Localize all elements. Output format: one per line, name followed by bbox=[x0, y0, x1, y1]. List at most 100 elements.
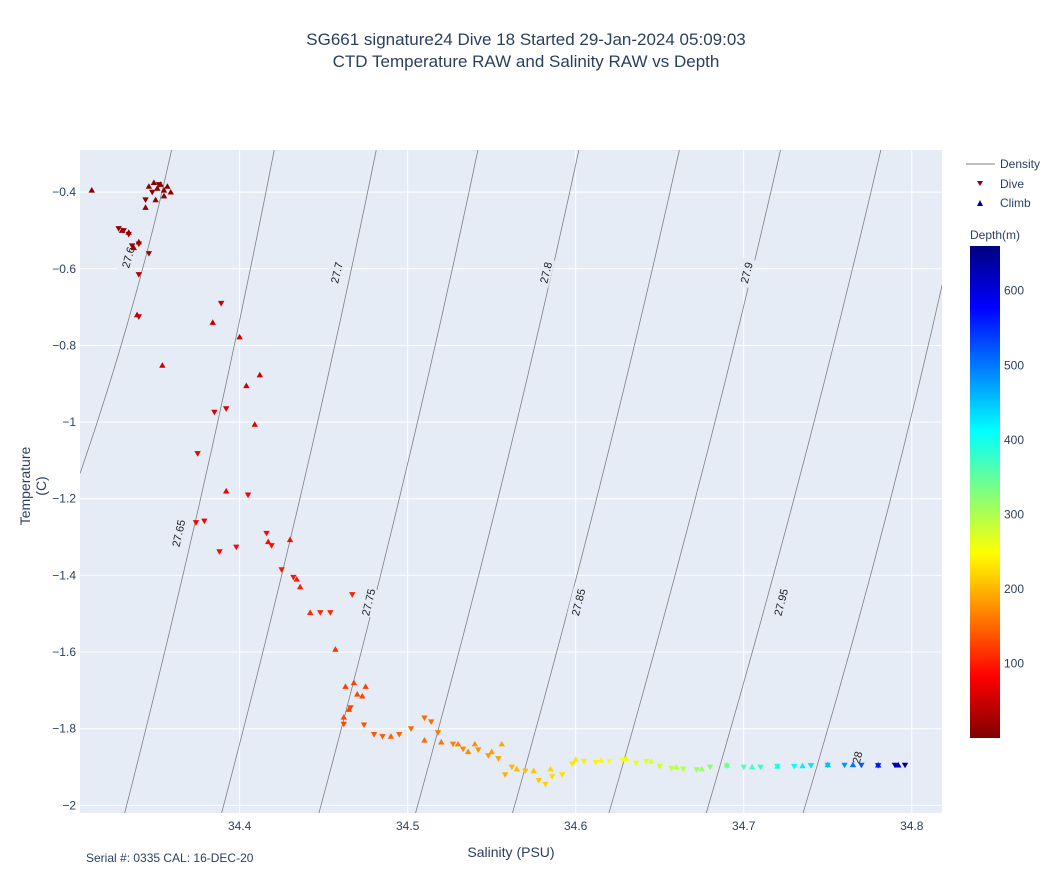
climb-point bbox=[125, 229, 132, 235]
colorbar-tick-label: 500 bbox=[1004, 358, 1024, 372]
dive-point bbox=[407, 726, 415, 732]
climb-point bbox=[698, 765, 705, 772]
y-tick-label: −1.6 bbox=[52, 645, 76, 659]
climb-point bbox=[243, 382, 250, 389]
dive-point bbox=[317, 610, 324, 616]
x-tick-label: 34.5 bbox=[396, 819, 420, 833]
dive-point bbox=[740, 764, 747, 771]
dive-point bbox=[421, 715, 428, 722]
climb-point bbox=[293, 576, 300, 582]
dive-point bbox=[349, 592, 356, 598]
climb-point bbox=[332, 646, 339, 652]
dive-point bbox=[145, 251, 153, 257]
climb-point bbox=[748, 763, 756, 770]
svg-text:27.65: 27.65 bbox=[171, 519, 189, 548]
dive-point bbox=[201, 518, 208, 525]
dive-point bbox=[211, 409, 218, 416]
dive-point bbox=[370, 732, 378, 738]
climb-point bbox=[471, 740, 479, 747]
svg-text:27.8: 27.8 bbox=[538, 261, 555, 285]
climb-point bbox=[350, 679, 358, 686]
legend-dive-swatch bbox=[977, 181, 983, 186]
legend-density-label[interactable]: Density bbox=[1000, 157, 1040, 171]
colorbar-tick-labels: 100 200 300 400 500 600 bbox=[1004, 284, 1024, 671]
dive-point bbox=[606, 758, 613, 765]
dive-point bbox=[901, 762, 909, 769]
dive-point bbox=[680, 766, 687, 773]
climb-point bbox=[774, 763, 781, 769]
dive-point bbox=[217, 300, 225, 307]
climb-point bbox=[251, 421, 258, 427]
dive-point bbox=[263, 530, 270, 537]
climb-point bbox=[849, 761, 857, 768]
x-axis-label: Salinity (PSU) bbox=[467, 844, 555, 860]
colorbar-title: Depth(m) bbox=[970, 228, 1021, 242]
climb-point bbox=[387, 733, 395, 739]
dive-point bbox=[434, 730, 442, 736]
dive-point bbox=[501, 772, 509, 778]
dive-point bbox=[278, 567, 285, 573]
climb-point bbox=[547, 765, 554, 772]
density-contour-line bbox=[705, 150, 882, 813]
dive-point bbox=[327, 610, 334, 616]
density-contour-line bbox=[124, 150, 275, 813]
svg-text:27.9: 27.9 bbox=[739, 261, 756, 285]
climb-point bbox=[723, 761, 731, 768]
dive-point bbox=[656, 763, 663, 770]
colorbar bbox=[970, 246, 1000, 738]
climb-point bbox=[133, 311, 141, 318]
climb-point bbox=[345, 706, 353, 712]
density-contour-line bbox=[415, 150, 580, 813]
legend-climb-label[interactable]: Climb bbox=[1000, 196, 1031, 210]
climb-point bbox=[145, 183, 153, 189]
plot-background bbox=[80, 150, 942, 813]
dive-point bbox=[142, 197, 149, 204]
climb-point bbox=[142, 204, 149, 210]
climb-point bbox=[118, 227, 126, 233]
svg-text:27.6: 27.6 bbox=[120, 246, 137, 270]
colorbar-tick-label: 600 bbox=[1004, 284, 1024, 298]
dive-point bbox=[559, 772, 566, 778]
climb-point bbox=[530, 767, 537, 774]
climb-point bbox=[340, 713, 348, 720]
density-contour-line bbox=[221, 150, 377, 813]
x-tick-label: 34.4 bbox=[228, 819, 252, 833]
climb-point bbox=[362, 683, 369, 689]
climb-point bbox=[354, 690, 361, 697]
dive-point bbox=[135, 272, 143, 278]
y-tick-label: −0.8 bbox=[52, 338, 76, 352]
y-tick-label: −1 bbox=[62, 415, 76, 429]
data-points bbox=[88, 179, 909, 788]
legend-dive-label[interactable]: Dive bbox=[1000, 177, 1024, 191]
dive-point bbox=[807, 763, 815, 769]
climb-point bbox=[209, 319, 216, 325]
dive-point bbox=[115, 226, 122, 232]
y-tick-label: −0.6 bbox=[52, 262, 76, 276]
x-tick-label: 34.7 bbox=[732, 819, 756, 833]
climb-point bbox=[157, 181, 164, 187]
climb-point bbox=[167, 188, 174, 195]
y-tick-label: −1.2 bbox=[52, 492, 76, 506]
chart-subtitle: CTD Temperature RAW and Salinity RAW vs … bbox=[332, 52, 720, 71]
climb-point bbox=[286, 536, 294, 543]
density-contour-line bbox=[512, 150, 680, 813]
legend[interactable]: Density Dive Climb bbox=[966, 157, 1040, 210]
dive-point bbox=[459, 746, 467, 753]
dive-point bbox=[290, 574, 297, 581]
chart-title: SG661 signature24 Dive 18 Started 29-Jan… bbox=[306, 30, 746, 49]
dive-point bbox=[858, 762, 865, 769]
dive-point bbox=[535, 778, 542, 784]
svg-text:28: 28 bbox=[851, 750, 866, 765]
climb-point bbox=[359, 692, 366, 699]
y-tick-label: −0.4 bbox=[52, 185, 76, 199]
dive-point bbox=[340, 721, 348, 728]
y-axis-label: Temperature (C) bbox=[17, 446, 49, 526]
climb-point bbox=[307, 609, 314, 615]
dive-point bbox=[495, 756, 502, 762]
x-tick-label: 34.8 bbox=[900, 819, 924, 833]
density-contour-label: 27.65 bbox=[167, 517, 189, 549]
dive-point bbox=[244, 492, 252, 499]
climb-point bbox=[342, 683, 349, 689]
dive-point bbox=[841, 762, 848, 769]
